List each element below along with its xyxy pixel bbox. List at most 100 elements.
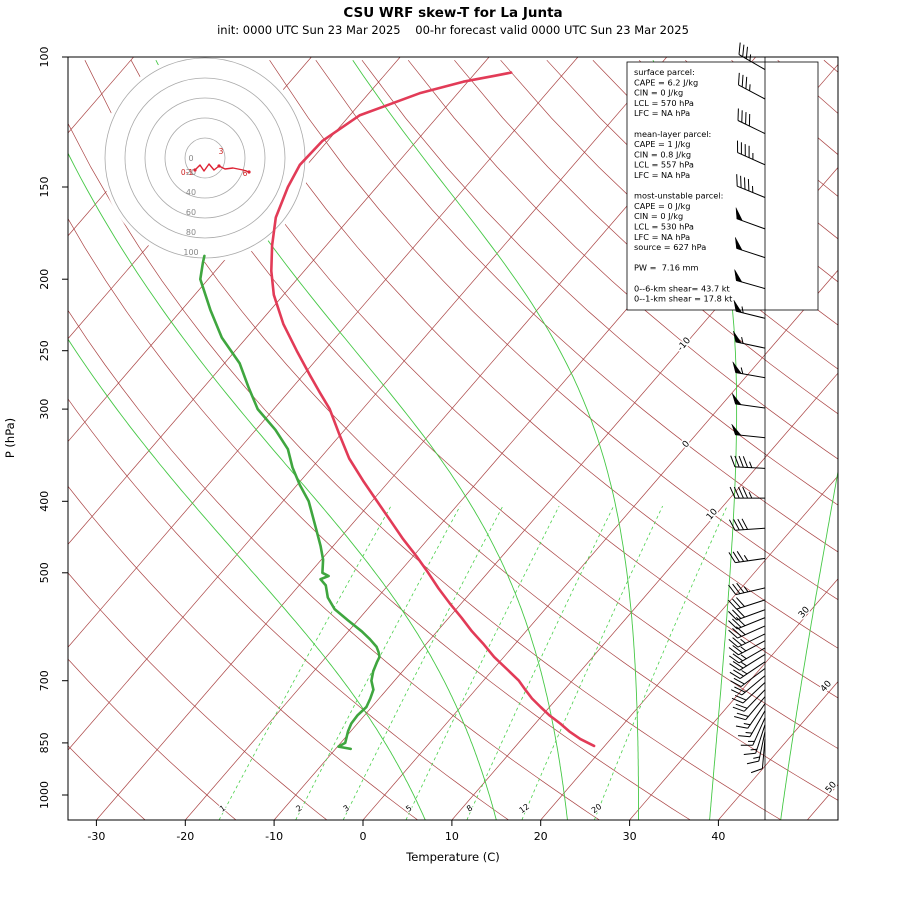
wind-barb xyxy=(728,597,766,610)
mixing-ratio-labels: 1 2 3 5 8 12 20 xyxy=(217,801,605,817)
mixing-ratio-label: 1 xyxy=(218,803,227,813)
hodograph-trace-dot xyxy=(193,168,197,172)
x-axis-ticks: -30 -20 -10 0 10 20 30 40 xyxy=(87,820,725,843)
parcel-info-line: LFC = NA hPa xyxy=(634,232,690,242)
wind-barb xyxy=(728,582,766,596)
parcel-info-line: LCL = 570 hPa xyxy=(634,98,694,108)
wind-barb xyxy=(743,724,766,755)
plot-frame xyxy=(67,56,839,821)
parcel-info-line: CIN = 0 J/kg xyxy=(634,88,683,98)
x-tick-label: 10 xyxy=(445,830,459,843)
wind-barb xyxy=(737,140,766,166)
hodograph-ring xyxy=(144,97,266,219)
y-axis-ticks: 100 150 200 250 300 400 500 700 850 1000 xyxy=(38,47,68,809)
hodograph-trace-dot xyxy=(247,170,251,174)
parcel-info-line: CAPE = 1 J/kg xyxy=(634,139,690,149)
x-tick-label: -30 xyxy=(87,830,105,843)
parcel-info-line: CAPE = 0 J/kg xyxy=(634,201,690,211)
wind-barb xyxy=(728,617,766,630)
hodograph-ring xyxy=(124,77,286,239)
wind-barb xyxy=(730,668,766,688)
mixing-ratio-label: 8 xyxy=(465,803,474,813)
wind-barb xyxy=(738,710,766,738)
hodograph-ring xyxy=(164,117,246,199)
wind-barb xyxy=(731,393,766,409)
wind-barb xyxy=(735,207,766,230)
x-tick-label: 40 xyxy=(711,830,725,843)
hodograph-annotation: 3 xyxy=(219,147,224,156)
parcel-info-line: LFC = NA hPa xyxy=(634,108,690,118)
wind-barb xyxy=(731,423,766,439)
parcel-info-line: PW = 7.16 mm xyxy=(634,263,699,273)
wind-barb xyxy=(734,696,766,721)
temperature-curve xyxy=(270,71,596,748)
parcel-info-line: LFC = NA hPa xyxy=(634,170,690,180)
wind-barb xyxy=(729,647,766,664)
y-tick-label: 850 xyxy=(38,732,51,753)
x-tick-label: -20 xyxy=(176,830,194,843)
wind-barb xyxy=(729,486,765,499)
x-tick-label: -10 xyxy=(265,830,283,843)
wind-barb xyxy=(728,625,766,639)
wind-barb xyxy=(734,269,766,290)
parcel-info-line: surface parcel: xyxy=(634,67,695,77)
hodograph-ring-label: 60 xyxy=(186,208,196,217)
parcel-info-line: mean-layer parcel: xyxy=(634,129,711,139)
wind-barb xyxy=(728,518,766,531)
wind-barb xyxy=(730,455,766,469)
mixing-ratio-lines xyxy=(218,505,728,820)
mixing-ratio-label: 20 xyxy=(590,802,604,815)
wind-barb xyxy=(728,551,766,564)
wind-barb xyxy=(729,661,766,680)
wind-barb xyxy=(728,608,766,621)
y-tick-label: 250 xyxy=(38,340,51,361)
hodograph-trace-dot xyxy=(217,164,221,168)
wind-barbs xyxy=(728,42,766,774)
wind-barb xyxy=(735,237,766,259)
y-axis-label: P (hPa) xyxy=(3,418,17,458)
chart-subtitle: init: 0000 UTC Sun 23 Mar 2025 00-hr for… xyxy=(217,23,689,37)
parcel-info-line: 0--1-km shear = 17.8 kt xyxy=(634,294,733,304)
x-tick-label: 30 xyxy=(623,830,637,843)
chart-title: CSU WRF skew-T for La Junta xyxy=(343,5,562,21)
wind-barb xyxy=(731,682,766,704)
hodograph-backing xyxy=(101,54,309,262)
parcel-info-line: LCL = 557 hPa xyxy=(634,160,694,170)
dewpoint-curve xyxy=(199,254,381,751)
wind-barb xyxy=(750,738,766,774)
wind-barb xyxy=(732,361,766,379)
hodograph-ring xyxy=(184,137,226,179)
y-tick-label: 150 xyxy=(38,177,51,198)
wind-barb xyxy=(728,633,766,648)
wind-barb xyxy=(735,703,766,729)
x-tick-label: 20 xyxy=(534,830,548,843)
parcel-info-line: source = 627 hPa xyxy=(634,242,706,252)
wind-barb xyxy=(737,108,766,135)
isotherm-label: 40 xyxy=(819,679,834,694)
wind-barb xyxy=(733,300,766,319)
wind-barb xyxy=(736,174,766,198)
y-tick-label: 200 xyxy=(38,269,51,290)
y-tick-label: 100 xyxy=(38,47,51,68)
mixing-ratio-label: 5 xyxy=(404,803,413,813)
isotherm-label: 30 xyxy=(797,605,812,620)
hodograph: 0 20 40 60 80 100 0-1 3 6 xyxy=(101,54,309,262)
hodograph-trace xyxy=(194,163,250,173)
sounding-profiles xyxy=(199,71,596,751)
hodograph-annotation: 0-1 xyxy=(181,168,193,177)
wind-barb xyxy=(730,675,766,696)
mixing-ratio-label: 2 xyxy=(294,803,303,813)
parcel-info-line: LCL = 530 hPa xyxy=(634,222,694,232)
parcel-info-line: CIN = 0 J/kg xyxy=(634,211,683,221)
hodograph-ring-label: 100 xyxy=(183,248,198,257)
wind-barb xyxy=(738,72,766,100)
parcel-info-line: 0--6-km shear= 43.7 kt xyxy=(634,283,731,293)
x-tick-label: 0 xyxy=(360,830,367,843)
mixing-ratio-label: 3 xyxy=(342,803,351,813)
hodograph-ring-label: 80 xyxy=(186,228,196,237)
parcel-info-line: CAPE = 6.2 J/kg xyxy=(634,77,698,87)
